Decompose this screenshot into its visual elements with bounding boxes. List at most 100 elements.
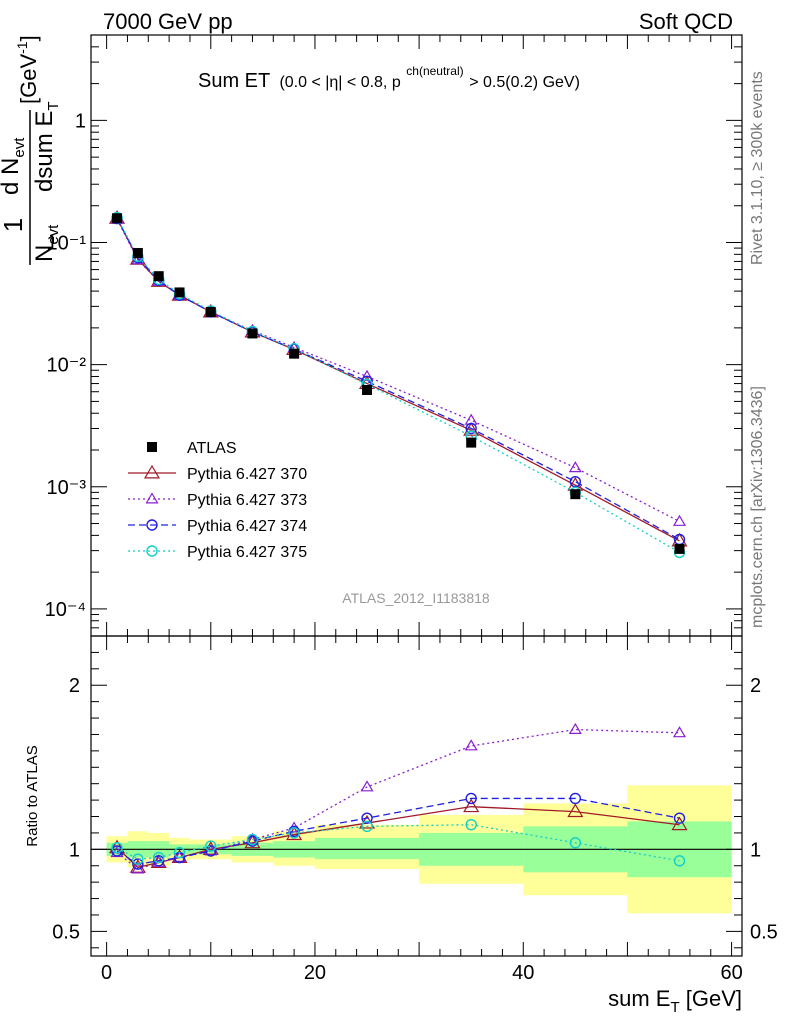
title-cut: (0.0 < |η| < 0.8, p [279,74,400,91]
ratio-point-s375 [111,841,123,854]
ratio-line-s373 [116,728,680,870]
point-data [174,287,185,298]
ylabel-frac-top: 1 [0,218,28,232]
ratio-point-s374 [673,812,686,824]
legend-marker-s370 [143,464,161,479]
ratio-y-tick-label-right: 2 [750,675,761,697]
point-data [466,437,477,448]
ratio-point-s375 [361,820,373,833]
point-s374 [465,422,477,435]
legend: ATLAS Pythia 6.427 370 Pythia 6.427 373 Pyt… [128,440,307,561]
ratio-y-tick-label-left: 2 [69,675,80,697]
point-data [247,328,258,339]
ylabel-n-sub: evt [45,224,62,245]
ratio-point-s373 [464,739,478,751]
ratio-point-s375 [173,846,186,859]
process-label: Soft QCD [639,9,733,34]
xlabel-unit: [GeV] [680,986,742,1011]
x-tick-label: 60 [720,962,742,984]
point-s373 [672,514,687,526]
x-tick-label: 40 [512,962,534,984]
point-s373 [131,253,145,265]
legend-label-s370: Pythia 6.427 370 [187,466,307,483]
legend-marker-s374 [146,519,158,531]
ratio-point-s375 [673,855,686,867]
legend-marker-data [147,442,157,452]
point-data [205,306,216,317]
title-sup: ch(neutral) [406,64,463,78]
ylabel-dsum-sub: T [45,101,62,110]
xlabel-main: sum E [608,986,670,1011]
ratio-point-s370 [567,803,584,818]
ratio-point-s374 [132,858,144,870]
ratio-point-s375 [465,819,477,831]
ratio-point-s374 [153,855,165,867]
point-data [674,543,685,554]
y-tick-label: 10⁻¹ [47,233,87,255]
point-data [570,489,581,500]
ylabel-dn-sub: evt [11,137,28,158]
ratio-y-tick-label-left: 0.5 [52,921,80,943]
energy-label: 7000 GeV pp [103,9,233,34]
legend-label-data: ATLAS [187,440,237,457]
point-s373 [360,369,374,381]
legend-label-s375: Pythia 6.427 375 [187,544,307,561]
ratio-point-s374 [205,845,217,857]
ratio-point-s373 [245,832,259,844]
ratio-point-s370 [463,798,480,813]
ratio-point-s373 [360,780,374,792]
ylabel-deriv-top: d Nevt [0,137,28,195]
main-panel: 10⁻⁴ 10⁻³ 10⁻² 10⁻¹ 1 Sum ET (0.0 < |η| < 0.… [0,34,743,637]
xlabel-sub: T [670,999,679,1016]
ratio-point-s374 [569,792,582,805]
plot-title: Sum ET (0.0 < |η| < 0.8, p ch(neutral) >… [198,58,580,92]
y-tick-label: 10⁻³ [47,477,87,499]
legend-marker-s375 [146,545,158,557]
point-s370 [463,422,480,436]
ylabel-unit: [GeV-1] [14,35,41,104]
ratio-bands [91,785,742,914]
y-tick-label: 10⁻⁴ [45,599,86,621]
main-ticks: 10⁻⁴ 10⁻³ 10⁻² 10⁻¹ 1 [45,34,742,637]
main-marks [108,210,688,559]
ratio-line-s375 [116,824,680,862]
analysis-watermark: ATLAS_2012_I1183818 [342,590,490,606]
ratio-point-s373 [672,726,687,738]
x-tick-label: 0 [101,962,112,984]
ratio-point-s375 [205,840,217,852]
main-ylabel: 1 Nevt d Nevt dsum ET [GeV-1] [0,35,62,265]
ylabel-deriv-bottom: dsum ET [31,101,62,192]
ratio-marks [108,722,688,874]
title-tail: > 0.5(0.2) GeV) [469,74,580,91]
ratio-point-s375 [132,853,144,865]
ylabel-unit-sup: -1 [14,41,30,54]
ratio-y-tick-label-right: 0.5 [750,921,778,943]
title-main: Sum ET [198,70,270,92]
mcplots-label: mcplots.cern.ch [arXiv:1306.3436] [749,386,766,628]
point-s373 [568,461,582,473]
band-green [314,837,420,860]
ratio-point-s375 [246,833,259,846]
x-axis-label: sum ET [GeV] [608,986,742,1016]
point-data [362,384,373,395]
ratio-point-s375 [569,837,582,849]
legend-label-s373: Pythia 6.427 373 [187,492,307,509]
ylabel-unit-close: ] [16,35,41,41]
ratio-point-s374 [361,812,373,824]
ylabel-frac-bottom: Nevt [31,224,62,262]
ratio-point-s370 [286,826,303,841]
ratio-point-s374 [465,792,477,805]
point-data [112,213,123,224]
ylabel-dsum: dsum E [31,111,58,192]
ratio-line-s374 [116,797,680,865]
rivet-label: Rivet 3.1.10, ≥ 300k events [749,71,766,265]
y-tick-label: 1 [75,110,86,132]
ylabel-n: N [31,245,58,262]
ratio-point-s375 [288,827,300,839]
legend-marker-s373 [145,492,159,504]
legend-label-s374: Pythia 6.427 374 [187,518,307,535]
ratio-point-s370 [671,816,688,831]
x-tick-label: 20 [304,962,326,984]
ylabel-unit-open: [GeV [16,54,41,104]
